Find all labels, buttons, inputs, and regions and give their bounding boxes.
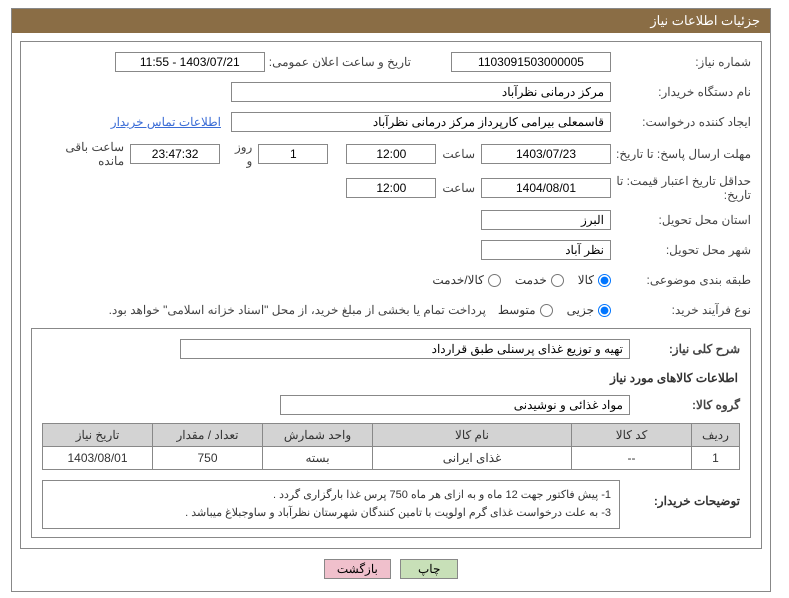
label-announce-datetime: تاریخ و ساعت اعلان عمومی: (265, 55, 411, 69)
label-goods-group: گروه کالا: (630, 398, 740, 412)
label-days-and: روز و (220, 140, 258, 168)
cell-date: 1403/08/01 (43, 447, 153, 470)
days-left-field[interactable] (258, 144, 328, 164)
validity-date-field[interactable] (481, 178, 611, 198)
radio-goods-service[interactable]: کالا/خدمت (432, 273, 500, 287)
label-validity: حداقل تاریخ اعتبار قیمت: تا تاریخ: (611, 174, 751, 202)
th-date: تاریخ نیاز (43, 424, 153, 447)
goods-group-field[interactable] (280, 395, 630, 415)
city-field[interactable] (481, 240, 611, 260)
announce-datetime-field[interactable] (115, 52, 265, 72)
buyer-org-field[interactable] (231, 82, 611, 102)
table-row: 1 -- غذای ایرانی بسته 750 1403/08/01 (43, 447, 740, 470)
radio-service[interactable]: خدمت (515, 273, 564, 287)
th-row: ردیف (692, 424, 740, 447)
panel-title: جزئیات اطلاعات نیاز (650, 13, 760, 28)
radio-goods-service-input[interactable] (488, 274, 501, 287)
th-code: کد کالا (572, 424, 692, 447)
buyer-note-line-2: 3- به علت درخواست غذای گرم اولویت با تام… (51, 505, 611, 523)
radio-service-input[interactable] (551, 274, 564, 287)
label-buyer-notes: توضیحات خریدار: (620, 480, 740, 508)
items-section-title: اطلاعات کالاهای مورد نیاز (42, 371, 740, 385)
cell-unit: بسته (263, 447, 373, 470)
cell-name: غذای ایرانی (373, 447, 572, 470)
payment-note: پرداخت تمام یا بخشی از مبلغ خرید، از محل… (109, 303, 486, 317)
contact-buyer-link[interactable]: اطلاعات تماس خریدار (111, 115, 221, 129)
row-requester: ایجاد کننده درخواست: اطلاعات تماس خریدار (31, 110, 751, 134)
row-buyer-org: نام دستگاه خریدار: (31, 80, 751, 104)
row-validity: حداقل تاریخ اعتبار قیمت: تا تاریخ: ساعت (31, 174, 751, 202)
label-category: طبقه بندی موضوعی: (611, 273, 751, 287)
row-province: استان محل تحویل: (31, 208, 751, 232)
province-field[interactable] (481, 210, 611, 230)
cell-code: -- (572, 447, 692, 470)
radio-small-input[interactable] (598, 304, 611, 317)
th-qty: تعداد / مقدار (153, 424, 263, 447)
radio-medium[interactable]: متوسط (498, 303, 553, 317)
items-header-row: ردیف کد کالا نام کالا واحد شمارش تعداد /… (43, 424, 740, 447)
radio-small[interactable]: جزیی (567, 303, 611, 317)
row-purchase-type: نوع فرآیند خرید: جزیی متوسط پرداخت تمام … (31, 298, 751, 322)
label-province: استان محل تحویل: (611, 213, 751, 227)
items-table: ردیف کد کالا نام کالا واحد شمارش تعداد /… (42, 423, 740, 470)
panel-body: شماره نیاز: تاریخ و ساعت اعلان عمومی: نا… (12, 33, 770, 591)
buyer-notes-box: 1- پیش فاکتور جهت 12 ماه و به ازای هر ما… (42, 480, 620, 529)
row-deadline: مهلت ارسال پاسخ: تا تاریخ: ساعت روز و سا… (31, 140, 751, 168)
main-frame: شماره نیاز: تاریخ و ساعت اعلان عمومی: نا… (20, 41, 762, 549)
row-city: شهر محل تحویل: (31, 238, 751, 262)
label-city: شهر محل تحویل: (611, 243, 751, 257)
row-goods-group: گروه کالا: (42, 393, 740, 417)
label-remaining: ساعت باقی مانده (31, 140, 130, 168)
label-requester: ایجاد کننده درخواست: (611, 115, 751, 129)
panel-header: جزئیات اطلاعات نیاز (12, 9, 770, 33)
radio-medium-input[interactable] (540, 304, 553, 317)
deadline-time-field[interactable] (346, 144, 436, 164)
details-frame: شرح کلی نیاز: اطلاعات کالاهای مورد نیاز … (31, 328, 751, 538)
buyer-note-line-1: 1- پیش فاکتور جهت 12 ماه و به ازای هر ما… (51, 487, 611, 505)
row-buyer-notes: توضیحات خریدار: 1- پیش فاکتور جهت 12 ماه… (42, 480, 740, 529)
row-general-desc: شرح کلی نیاز: (42, 337, 740, 361)
back-button[interactable]: بازگشت (324, 559, 391, 579)
label-general-desc: شرح کلی نیاز: (630, 342, 740, 356)
th-unit: واحد شمارش (263, 424, 373, 447)
requester-field[interactable] (231, 112, 611, 132)
cell-qty: 750 (153, 447, 263, 470)
label-hour-1: ساعت (436, 147, 481, 161)
print-button[interactable]: چاپ (400, 559, 458, 579)
panel: جزئیات اطلاعات نیاز شماره نیاز: تاریخ و … (11, 8, 771, 592)
label-need-number: شماره نیاز: (611, 55, 751, 69)
radio-goods-input[interactable] (598, 274, 611, 287)
row-need-number: شماره نیاز: تاریخ و ساعت اعلان عمومی: (31, 50, 751, 74)
validity-time-field[interactable] (346, 178, 436, 198)
row-category: طبقه بندی موضوعی: کالا خدمت کالا/خدمت (31, 268, 751, 292)
purchase-type-radio-group: جزیی متوسط (498, 303, 611, 317)
general-desc-field[interactable] (180, 339, 630, 359)
label-deadline: مهلت ارسال پاسخ: تا تاریخ: (611, 147, 751, 161)
label-hour-2: ساعت (436, 181, 481, 195)
cell-row: 1 (692, 447, 740, 470)
radio-goods[interactable]: کالا (578, 273, 611, 287)
th-name: نام کالا (373, 424, 572, 447)
label-buyer-org: نام دستگاه خریدار: (611, 85, 751, 99)
need-number-field[interactable] (451, 52, 611, 72)
deadline-date-field[interactable] (481, 144, 611, 164)
label-purchase-type: نوع فرآیند خرید: (611, 303, 751, 317)
button-row: چاپ بازگشت (20, 549, 762, 583)
time-left-field[interactable] (130, 144, 220, 164)
category-radio-group: کالا خدمت کالا/خدمت (432, 273, 611, 287)
